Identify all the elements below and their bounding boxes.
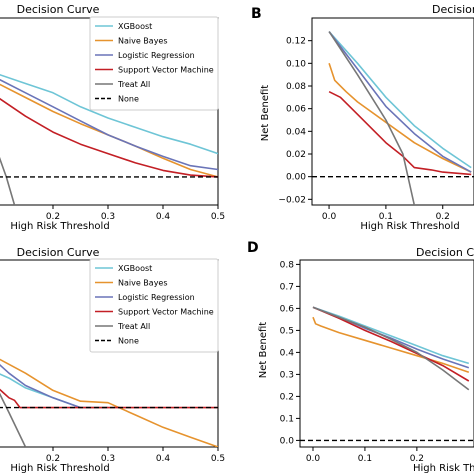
y-tick-label: −0.02 bbox=[278, 195, 306, 205]
legend-label-xgboost: XGBoost bbox=[118, 264, 152, 273]
y-tick-label: 0.6 bbox=[280, 304, 295, 314]
panel-d-label: D bbox=[247, 240, 259, 256]
x-tick-label: 0.4 bbox=[156, 212, 171, 222]
series-line-support-vector-machine bbox=[312, 306, 470, 382]
series-line-logistic-regression bbox=[0, 364, 81, 409]
y-tick-label: 0.10 bbox=[286, 59, 306, 69]
panel-c-decision-curve: Decision Curve High Risk Threshold 0.2 0.… bbox=[0, 246, 225, 474]
x-tick-label: 0.5 bbox=[211, 454, 225, 464]
legend: XGBoost Naive Bayes Logistic Regression Sup… bbox=[89, 16, 219, 111]
y-tick-label: 0.4 bbox=[280, 348, 295, 358]
series-line-xgboost bbox=[312, 306, 470, 365]
y-tick-label: 0.8 bbox=[280, 260, 295, 270]
panel-d-xlabel: High Risk Thr bbox=[413, 463, 474, 474]
x-tick-label: 0.3 bbox=[101, 212, 115, 222]
y-tick-label: 0.08 bbox=[286, 82, 306, 92]
y-tick-label: 0.04 bbox=[286, 127, 306, 137]
plot-frame bbox=[299, 259, 474, 448]
panel-a-xlabel: High Risk Threshold bbox=[10, 221, 109, 232]
legend-label-naive-bayes: Naive Bayes bbox=[118, 279, 168, 288]
plot-frame bbox=[311, 17, 474, 206]
series-line-naive-bayes bbox=[0, 358, 218, 447]
legend-label-none: None bbox=[118, 95, 139, 104]
series-line-treat-all bbox=[328, 31, 416, 205]
series-line-support-vector-machine bbox=[0, 97, 218, 178]
x-tick-label: 0.4 bbox=[156, 454, 171, 464]
panel-b-decision-curve: B Decision High Risk Threshold Net Benef… bbox=[251, 3, 474, 232]
legend-label-logistic-regression: Logistic Regression bbox=[118, 293, 195, 302]
panel-b-xlabel: High Risk Threshold bbox=[360, 221, 459, 232]
panel-b-label: B bbox=[251, 6, 262, 22]
legend-box bbox=[89, 258, 219, 353]
series-line-treat-all bbox=[0, 392, 27, 447]
x-tick-label: 0.1 bbox=[358, 454, 372, 464]
x-tick-label: 0.0 bbox=[322, 212, 337, 222]
y-tick-label: 0.12 bbox=[286, 37, 306, 47]
legend-label-treat-all: Treat All bbox=[117, 80, 150, 89]
series-line-xgboost bbox=[328, 31, 472, 169]
y-tick-label: 0.3 bbox=[280, 370, 294, 380]
legend-label-naive-bayes: Naive Bayes bbox=[118, 37, 168, 46]
series-line-support-vector-machine bbox=[328, 90, 472, 176]
series-line-xgboost bbox=[0, 73, 218, 155]
panel-c-title: Decision Curve bbox=[17, 246, 100, 259]
legend-label-xgboost: XGBoost bbox=[118, 22, 152, 31]
series-line-treat-all bbox=[312, 306, 470, 391]
x-tick-label: 0.1 bbox=[379, 212, 393, 222]
panel-c-xlabel: High Risk Threshold bbox=[10, 463, 109, 474]
y-tick-label: 0.00 bbox=[286, 173, 306, 183]
series-line-naive-bayes bbox=[328, 63, 472, 173]
series-line-logistic-regression bbox=[328, 31, 472, 173]
y-tick-label: 0.06 bbox=[286, 105, 306, 115]
y-tick-label: 0.02 bbox=[286, 150, 306, 160]
legend-label-support-vector-machine: Support Vector Machine bbox=[118, 308, 214, 317]
legend-label-treat-all: Treat All bbox=[117, 322, 150, 331]
x-tick-label: 0.5 bbox=[211, 212, 225, 222]
legend-label-support-vector-machine: Support Vector Machine bbox=[118, 66, 214, 75]
y-tick-label: 0.0 bbox=[280, 436, 295, 446]
x-tick-label: 0.3 bbox=[101, 454, 115, 464]
y-tick-label: 0.1 bbox=[280, 414, 294, 424]
panel-a-decision-curve: Decision Curve High Risk Threshold 0.2 0.… bbox=[0, 3, 225, 232]
y-tick-label: 0.5 bbox=[280, 326, 294, 336]
x-tick-label: 0.0 bbox=[306, 454, 321, 464]
x-tick-label: 0.2 bbox=[436, 212, 450, 222]
panel-a-title: Decision Curve bbox=[17, 3, 100, 16]
legend: XGBoost Naive Bayes Logistic Regression Sup… bbox=[89, 258, 219, 353]
legend-box bbox=[89, 16, 219, 111]
panel-b-title: Decision bbox=[432, 3, 474, 16]
x-tick-label: 0.2 bbox=[46, 454, 60, 464]
legend-label-logistic-regression: Logistic Regression bbox=[118, 51, 195, 60]
x-tick-label: 0.2 bbox=[46, 212, 60, 222]
panel-d-decision-curve: D Decision C High Risk Thr Net Benefit 0… bbox=[247, 240, 474, 474]
y-tick-label: 0.2 bbox=[280, 392, 294, 402]
x-tick-label: 0.2 bbox=[410, 454, 424, 464]
panel-b-ylabel: Net Benefit bbox=[260, 85, 271, 142]
panel-d-title: Decision C bbox=[416, 246, 474, 259]
y-tick-label: 0.7 bbox=[280, 282, 294, 292]
legend-label-none: None bbox=[118, 337, 139, 346]
panel-d-ylabel: Net Benefit bbox=[258, 322, 269, 379]
series-line-logistic-regression bbox=[0, 78, 218, 171]
